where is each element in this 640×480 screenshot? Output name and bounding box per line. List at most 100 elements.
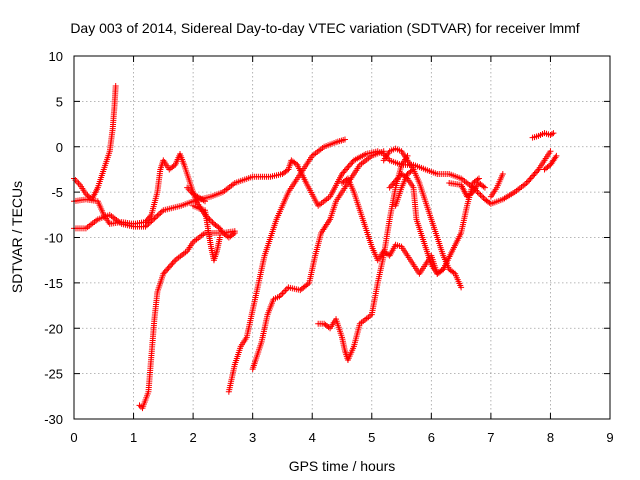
series-s6 <box>184 184 209 205</box>
series-s9 <box>315 152 411 364</box>
data-point <box>527 175 534 182</box>
data-point <box>531 170 538 177</box>
data-point <box>162 267 169 274</box>
data-point <box>553 152 560 159</box>
series-s8 <box>249 148 387 373</box>
data-point <box>475 190 482 197</box>
data-point <box>146 219 153 226</box>
data-points <box>71 82 560 412</box>
y-tick-label: 5 <box>56 94 63 109</box>
x-tick-label: 7 <box>487 430 494 445</box>
data-point <box>530 172 537 179</box>
data-point <box>112 82 119 89</box>
data-point <box>166 263 173 270</box>
data-point <box>345 163 352 170</box>
series-s1 <box>71 82 119 203</box>
y-tick-label: 10 <box>49 49 63 64</box>
data-point <box>480 194 487 201</box>
x-tick-label: 4 <box>309 430 316 445</box>
data-point <box>410 166 417 173</box>
plot-frame <box>73 55 611 420</box>
data-point <box>526 177 533 184</box>
data-point <box>474 176 481 183</box>
data-point <box>304 281 311 288</box>
data-point <box>154 212 161 219</box>
y-axis-label: SDTVAR / TECUs <box>9 181 25 293</box>
series-s17 <box>541 152 560 173</box>
data-point <box>547 148 554 155</box>
data-point <box>283 285 290 292</box>
series-s5 <box>190 202 223 264</box>
data-point <box>169 260 176 267</box>
x-tick-label: 5 <box>368 430 375 445</box>
x-axis-label: GPS time / hours <box>289 458 396 474</box>
data-point <box>136 402 143 409</box>
series-s4 <box>136 228 238 412</box>
x-tick-label: 3 <box>249 430 256 445</box>
y-tick-label: -15 <box>44 276 63 291</box>
data-point <box>348 160 355 167</box>
data-point <box>85 193 92 200</box>
data-point <box>387 183 394 190</box>
grid-lines <box>74 56 610 419</box>
data-point <box>342 166 349 173</box>
data-point <box>231 228 238 235</box>
data-point <box>524 178 531 185</box>
data-point <box>499 170 506 177</box>
axis-ticks: 0 1 2 3 4 5 6 7 8 9 -30 -25 -20 -15 -10 -5 0 5 10 <box>44 49 613 445</box>
y-tick-label: -30 <box>44 412 63 427</box>
data-point <box>151 215 158 222</box>
data-point <box>344 164 351 171</box>
series-s13 <box>380 145 417 173</box>
data-point <box>481 184 488 191</box>
data-point <box>170 258 177 265</box>
data-point <box>478 193 485 200</box>
data-point <box>73 178 80 185</box>
series-s3 <box>71 148 554 232</box>
x-tick-label: 6 <box>428 430 435 445</box>
data-point <box>279 290 286 297</box>
data-point <box>165 264 172 271</box>
data-point <box>145 220 152 227</box>
series-s12 <box>392 166 465 291</box>
data-point <box>82 190 89 197</box>
data-point <box>548 131 555 138</box>
y-tick-label: -5 <box>51 185 63 200</box>
series-s11 <box>386 170 482 277</box>
data-point <box>450 269 457 276</box>
data-point <box>532 169 539 176</box>
x-tick-label: 8 <box>547 430 554 445</box>
series-s14 <box>446 180 488 200</box>
data-point <box>164 266 171 273</box>
data-point <box>394 175 401 182</box>
data-point <box>477 191 484 198</box>
data-point <box>280 288 287 295</box>
y-tick-label: -25 <box>44 367 63 382</box>
y-tick-label: -20 <box>44 321 63 336</box>
data-point <box>158 208 165 215</box>
data-point <box>148 218 155 225</box>
data-point <box>209 219 216 226</box>
data-point <box>202 198 209 205</box>
data-point <box>346 161 353 168</box>
data-point <box>72 177 79 184</box>
data-point <box>480 183 487 190</box>
data-point <box>458 284 465 291</box>
y-tick-label: -10 <box>44 231 63 246</box>
data-point <box>149 216 156 223</box>
data-point <box>200 197 207 204</box>
chart-title: Day 003 of 2014, Sidereal Day-to-day VTE… <box>70 20 579 36</box>
data-point <box>528 174 535 180</box>
series-s7 <box>225 136 348 395</box>
data-point <box>155 211 162 218</box>
data-point <box>147 213 154 220</box>
data-point <box>389 181 396 188</box>
x-tick-label: 1 <box>130 430 137 445</box>
data-point <box>142 223 149 230</box>
data-point <box>325 324 332 331</box>
data-point <box>157 209 164 216</box>
data-point <box>152 214 159 221</box>
x-tick-label: 2 <box>189 430 196 445</box>
data-point <box>468 190 475 197</box>
